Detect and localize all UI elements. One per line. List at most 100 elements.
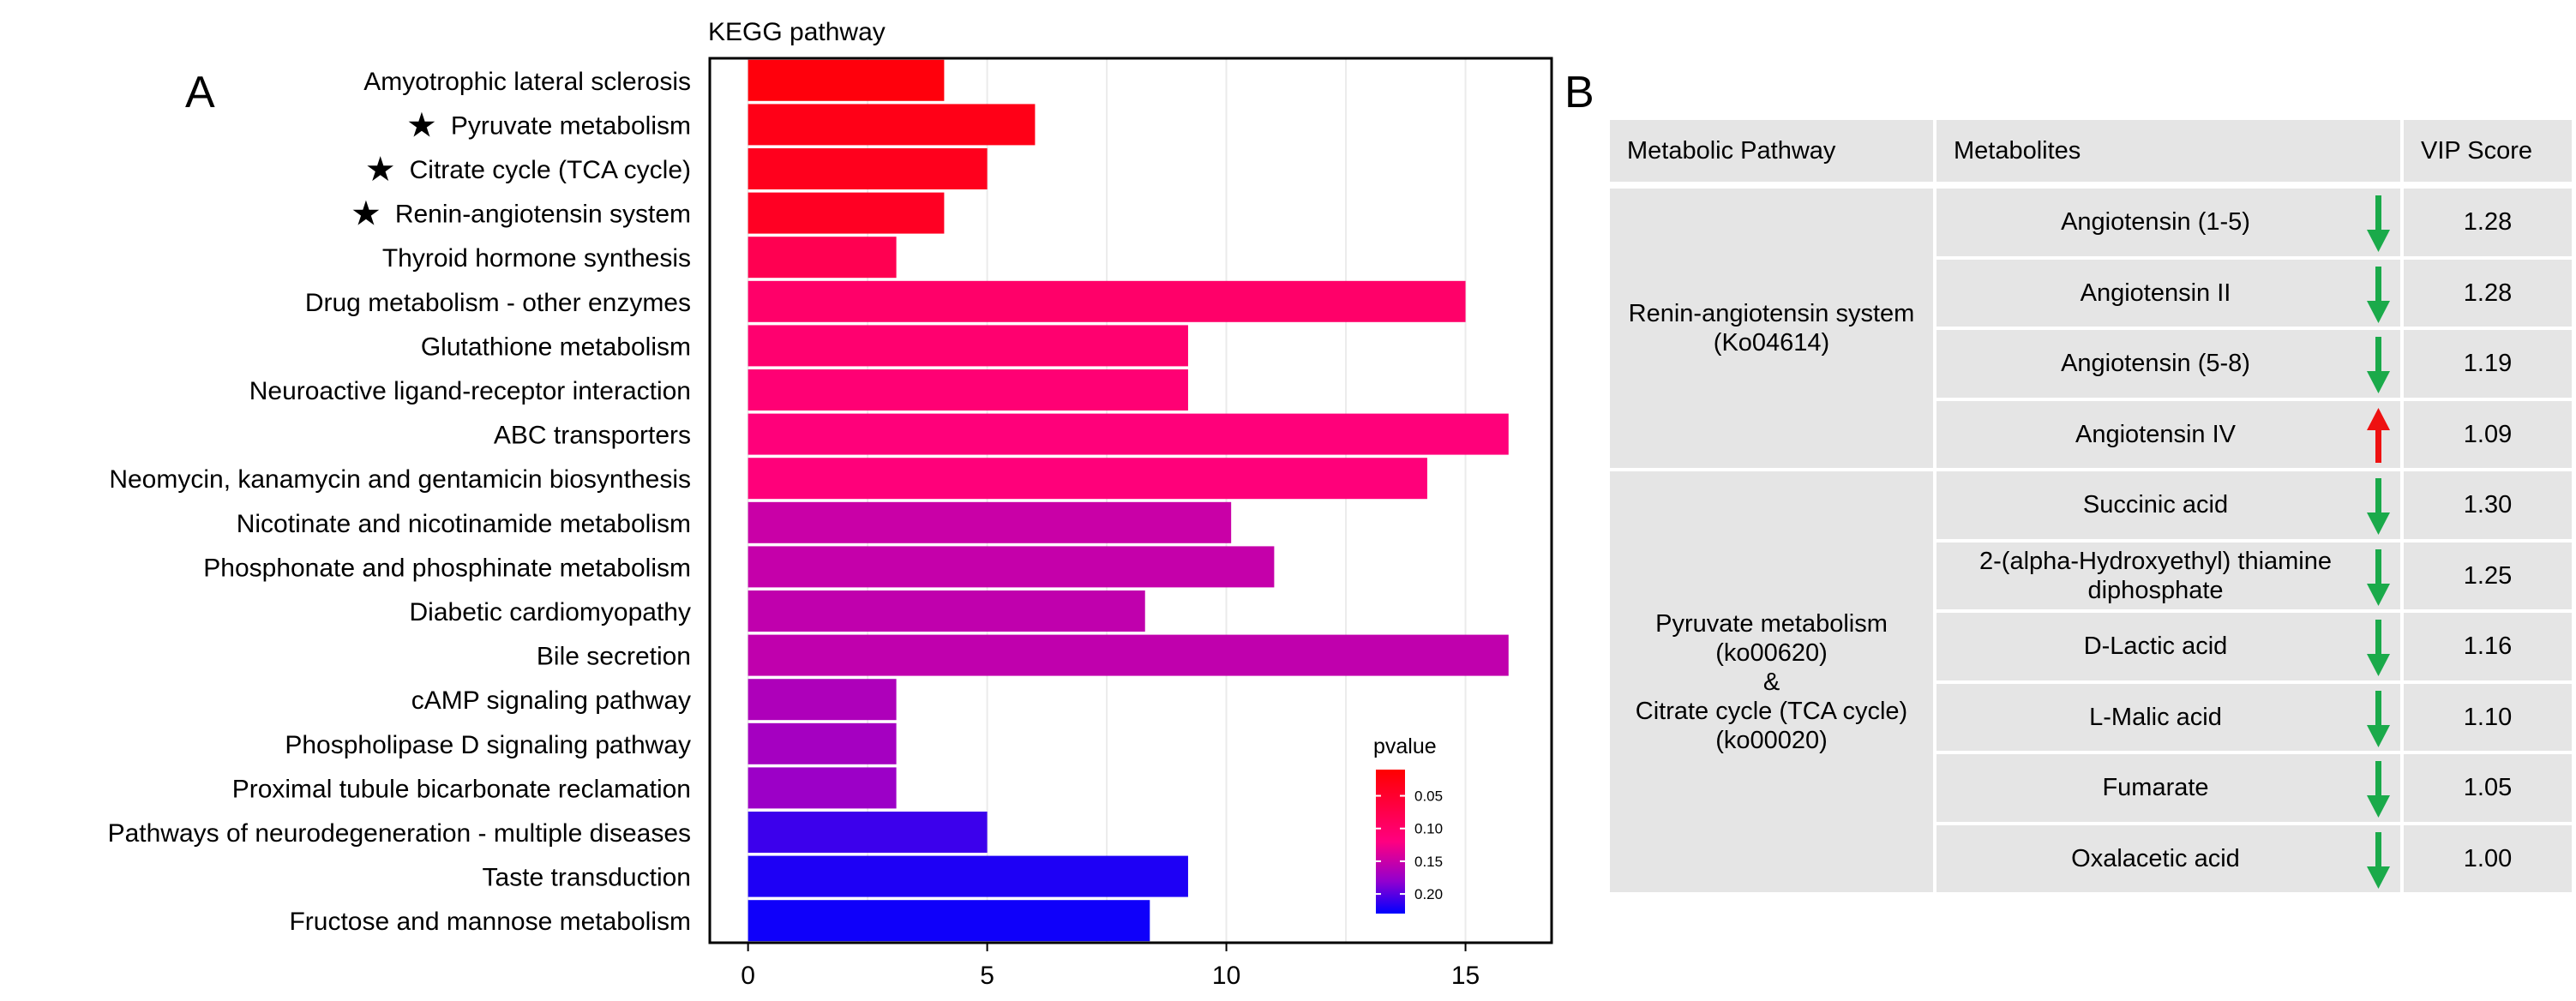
header-metabolic-pathway: Metabolic Pathway [1610,120,1933,182]
bar [748,104,1036,146]
vip-score-cell: 1.19 [2404,330,2572,398]
arrow-down-icon [2367,690,2390,747]
pathway-line: (ko00620) [1715,638,1828,667]
bar [748,280,1466,322]
arrow-down-icon [2367,478,2390,535]
bar [748,59,945,101]
bar [748,148,988,189]
header-metabolites: Metabolites [1937,120,2400,182]
arrow-up-icon [2367,407,2390,463]
legend-title: pvalue [1373,734,1437,758]
bar [748,413,1509,455]
pathway-line: Renin-angiotensin system [1628,300,1915,327]
category-label: ABC transporters [494,422,691,450]
metabolite-name: L-Malic acid [2089,703,2222,731]
x-tick-label: 10 [1212,962,1240,990]
bar [748,855,1188,897]
star-marker: ★ [365,150,396,189]
header-vip-score: VIP Score [2404,120,2572,182]
category-label: Pathways of neurodegeneration - multiple… [108,819,691,848]
metabolite-cell: Angiotensin II [1937,259,2400,327]
pathway-cell: Pyruvate metabolism (ko00620) & Citrate cyc… [1610,471,1933,892]
legend-tick-label: 0.10 [1414,821,1443,837]
metabolite-cell: Angiotensin IV [1937,400,2400,468]
bar [748,900,1150,942]
bars [748,59,1509,942]
category-label: Pyruvate metabolism [451,111,691,140]
bar [748,679,897,721]
metabolite-name: Angiotensin IV [2075,420,2236,448]
pathway-line: (Ko04614) [1713,329,1830,357]
arrow-down-icon [2367,620,2390,676]
metabolite-name: Fumarate [2102,774,2209,802]
category-label: Nicotinate and nicotinamide metabolism [237,510,691,538]
metabolite-name: Angiotensin (1-5) [2061,208,2250,237]
arrow-down-icon [2367,337,2390,393]
metabolite-cell: D-Lactic acid [1937,613,2400,680]
vip-score-cell: 1.09 [2404,400,2572,468]
bar [748,590,1145,632]
arrow-down-icon [2367,831,2390,889]
category-label: Thyroid hormone synthesis [382,244,691,273]
bar [748,812,988,853]
legend-tick-label: 0.05 [1414,788,1443,805]
metabolite-cell: Angiotensin (1-5) [1937,189,2400,256]
pathway-line: & [1762,668,1780,696]
category-label: cAMP signaling pathway [411,686,691,715]
metabolite-name: diphosphate [2087,576,2224,604]
pvalue-legend: pvalue 0.05 0.10 0.15 0.20 [1373,734,1443,914]
category-label: Diabetic cardiomyopathy [410,598,692,626]
legend-tick-label: 0.15 [1414,854,1443,870]
bar [748,546,1275,588]
vip-score-cell: 1.28 [2404,259,2572,327]
category-label: Phospholipase D signaling pathway [285,731,691,759]
metabolite-cell: 2-(alpha-Hydroxyethyl) thiamine diphospha… [1937,542,2400,609]
category-label: Fructose and mannose metabolism [289,908,691,936]
bar [748,237,897,279]
vip-score-cell: 1.00 [2404,824,2572,892]
pathway-line: Pyruvate metabolism [1655,609,1888,638]
bar [748,192,945,234]
legend-tick-label: 0.20 [1414,886,1443,902]
panel-b-label: B [1564,68,1594,117]
arrow-down-icon [2367,761,2390,818]
category-label: Taste transduction [483,864,691,892]
category-label: Renin-angiotensin system [395,201,691,229]
star-marker: ★ [406,105,437,145]
arrow-down-icon [2367,548,2390,606]
x-axis: 0 5 10 15 [741,943,1480,990]
bar [748,501,1232,543]
category-label: Proximal tubule bicarbonate reclamation [232,775,691,803]
metabolite-cell: Fumarate [1937,754,2400,822]
metabolite-cell: Oxalacetic acid [1937,824,2400,892]
legend-colorbar [1376,770,1405,914]
vip-score-cell: 1.05 [2404,754,2572,822]
category-labels: Amyotrophic lateral sclerosis Pyruvate me… [108,68,691,936]
vip-score-cell: 1.16 [2404,613,2572,680]
pathway-cell: Renin-angiotensin system (Ko04614) [1610,189,1933,468]
category-label: Amyotrophic lateral sclerosis [363,68,691,96]
category-label: Glutathione metabolism [421,333,691,361]
metabolite-name: 2-(alpha-Hydroxyethyl) thiamine [1979,547,2332,575]
x-tick-label: 5 [980,962,994,990]
star-marker: ★ [351,195,381,234]
pathway-line: Citrate cycle (TCA cycle) [1635,697,1908,725]
arrow-down-icon [2367,195,2390,252]
metabolite-name: Angiotensin II [2080,279,2231,307]
category-label: Neomycin, kanamycin and gentamicin biosy… [109,465,691,494]
panel-a-label: A [185,68,215,117]
category-label: Drug metabolism - other enzymes [305,289,691,317]
x-tick-label: 15 [1451,962,1480,990]
grid-lines [747,58,1467,943]
bar [748,767,897,809]
bar [748,325,1188,367]
metabolite-name: Succinic acid [2082,491,2229,519]
metabolite-name: Oxalacetic acid [2071,844,2240,872]
vip-score-cell: 1.30 [2404,471,2572,539]
vip-score-cell: 1.28 [2404,189,2572,256]
metabolite-cell: Angiotensin (5-8) [1937,330,2400,398]
plot-border [708,57,1553,944]
x-tick-label: 0 [741,962,755,990]
metabolite-cell: L-Malic acid [1937,683,2400,751]
